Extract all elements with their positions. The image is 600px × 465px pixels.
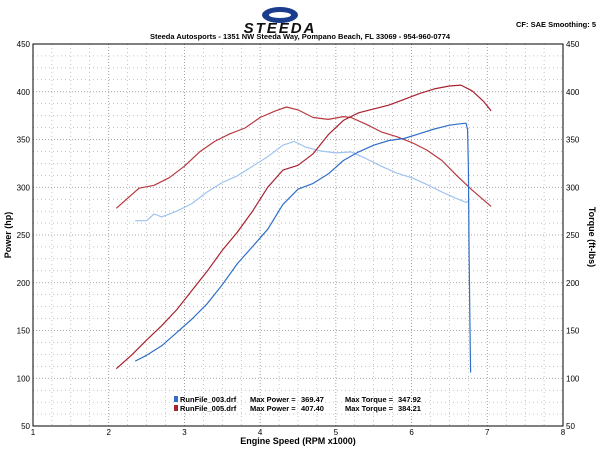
y-tick-label: 250 [17,231,31,240]
shop-address: Steeda Autosports - 1351 NW Steeda Way, … [149,32,451,41]
legend-run003-max-power-label: Max Power = [250,395,296,404]
y-tick-label: 100 [17,374,31,383]
legend-run003-max-power: 369.47 [301,395,324,404]
x-tick-label: 3 [182,428,187,437]
y2-tick-label: 100 [566,374,580,383]
y-tick-label: 150 [17,327,31,336]
x-tick-label: 4 [258,428,263,437]
legend-run005-max-torque-label: Max Torque = [345,404,394,413]
data-lines [115,84,492,373]
y2-axis-title: Torque (ft-lbs) [587,207,597,267]
legend-run005-max-torque: 384.21 [398,404,421,413]
x-tick-label: 8 [561,428,566,437]
legend-run003-max-torque: 347.92 [398,395,421,404]
x-tick-labels: 1 2 3 4 5 6 7 8 [31,428,566,437]
y2-tick-label: 300 [566,183,580,192]
legend-run003-max-torque-label: Max Torque = [345,395,394,404]
x-tick-label: 5 [334,428,339,437]
series-run005-torque-line [115,106,492,209]
steeda-logo: STEEDA [244,7,317,37]
y2-tick-label: 450 [566,40,580,49]
plot-frame [32,43,564,427]
x-tick-label: 6 [409,428,414,437]
x-tick-label: 2 [106,428,111,437]
y2-tick-label: 150 [566,327,580,336]
y-tick-label: 400 [17,88,31,97]
series-run003-power-line [134,122,472,373]
y2-tick-label: 200 [566,279,580,288]
legend-run005-file: RunFile_005.drf [180,404,237,413]
y2-tick-labels: 50 100 150 200 250 300 350 400 450 [566,40,580,431]
y-tick-label: 450 [17,40,31,49]
y-tick-label: 50 [21,422,30,431]
grid-lines [33,44,563,426]
legend: RunFile_003.drf Max Power = 369.47 Max T… [174,395,421,413]
y2-tick-label: 50 [566,422,575,431]
y2-tick-label: 250 [566,231,580,240]
y-tick-label: 300 [17,183,31,192]
x-tick-label: 1 [31,428,36,437]
x-tick-label: 7 [485,428,490,437]
y-tick-label: 200 [17,279,31,288]
legend-run005-max-power: 407.40 [301,404,324,413]
legend-swatch-run005 [174,405,178,411]
legend-swatch-run003 [174,396,178,402]
y2-tick-label: 350 [566,136,580,145]
series-run003-torque-line [135,140,470,222]
x-axis-title: Engine Speed (RPM x1000) [240,436,356,446]
correction-info: CF: SAE Smoothing: 5 [516,20,596,29]
y-tick-label: 350 [17,136,31,145]
y2-tick-label: 400 [566,88,580,97]
series-run005-power-line [115,84,492,370]
legend-run005-max-power-label: Max Power = [250,404,296,413]
logo-wordmark: STEEDA [244,20,317,37]
y-axis-title: Power (hp) [3,212,13,259]
y-tick-labels: 50 100 150 200 250 300 350 400 450 [17,40,31,431]
legend-run003-file: RunFile_003.drf [180,395,237,404]
